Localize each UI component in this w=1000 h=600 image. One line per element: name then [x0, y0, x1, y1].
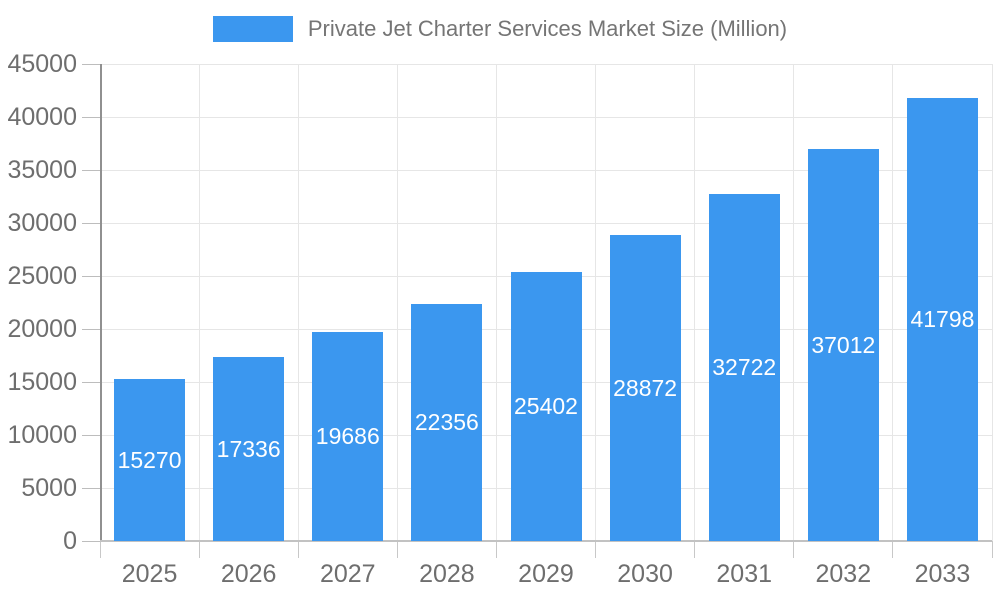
x-axis-tick [595, 541, 597, 558]
y-axis-tick-label: 10000 [7, 420, 77, 449]
bar[interactable]: 41798 [906, 98, 978, 541]
y-axis-tick-label: 0 [63, 526, 77, 555]
y-axis-tick [82, 328, 100, 330]
y-axis-tick-label: 20000 [7, 314, 77, 343]
y-axis-tick [82, 275, 100, 277]
bar-value-label: 15270 [117, 446, 182, 473]
bar[interactable]: 28872 [609, 235, 681, 541]
legend[interactable]: Private Jet Charter Services Market Size… [0, 16, 1000, 42]
x-axis-category-label: 2026 [220, 560, 277, 588]
x-axis-category-label: 2029 [518, 560, 574, 588]
bar[interactable]: 19686 [312, 332, 384, 541]
gridline-horizontal [100, 169, 992, 171]
x-axis-tick [991, 541, 993, 558]
x-axis-category-label: 2033 [914, 560, 971, 588]
y-axis-tick-label: 45000 [7, 49, 77, 78]
x-axis-line [100, 540, 992, 542]
x-axis-category-label: 2027 [319, 560, 376, 588]
gridline-vertical [198, 64, 200, 541]
y-axis-tick [82, 222, 100, 224]
bar-value-label: 28872 [613, 374, 678, 401]
bar[interactable]: 25402 [510, 272, 582, 541]
y-axis-tick-label: 25000 [7, 261, 77, 290]
x-axis-tick [99, 541, 101, 558]
bar-value-label: 32722 [712, 354, 777, 380]
bar[interactable]: 37012 [807, 149, 879, 541]
gridline-horizontal [100, 116, 992, 118]
bar-value-label: 25402 [514, 393, 578, 419]
x-axis-category-label: 2028 [419, 560, 475, 588]
y-axis-tick [82, 63, 100, 65]
plot-area: 0 5000 10000 15000 20000 25000 30000 35000 40000… [7, 51, 993, 587]
gridline-vertical [297, 64, 299, 541]
bar[interactable]: 22356 [411, 304, 483, 541]
x-axis-category-label: 2025 [121, 560, 178, 588]
bar-value-label: 22356 [414, 409, 479, 435]
x-axis-tick [892, 541, 894, 558]
gridline-vertical [793, 64, 795, 541]
gridline-horizontal [100, 222, 992, 224]
x-axis-tick [495, 541, 497, 558]
legend-label: Private Jet Charter Services Market Size… [307, 16, 788, 41]
y-axis-line [100, 64, 102, 541]
x-axis-tick [297, 541, 299, 558]
bar-value-label: 37012 [811, 331, 876, 358]
x-axis-category-label: 2031 [716, 560, 773, 588]
x-axis-category-label: 2030 [617, 560, 673, 588]
y-axis-tick [82, 169, 100, 171]
y-axis-tick [82, 116, 100, 118]
bar[interactable]: 32722 [708, 194, 780, 541]
x-axis-tick [396, 541, 398, 558]
y-axis-tick-label: 30000 [7, 208, 77, 237]
x-axis-tick [694, 541, 696, 558]
bar-value-label: 41798 [910, 306, 975, 332]
y-axis-tick [82, 540, 100, 542]
y-axis-tick [82, 487, 100, 489]
y-axis-tick [82, 381, 100, 383]
y-axis-tick-label: 15000 [7, 367, 77, 396]
gridline-vertical [991, 64, 993, 541]
gridline-vertical [396, 64, 398, 541]
y-axis-tick [82, 434, 100, 436]
x-axis-category-label: 2032 [815, 560, 872, 588]
gridline-horizontal [100, 63, 992, 65]
y-axis-tick-label: 40000 [7, 102, 77, 131]
bar-value-label: 19686 [315, 423, 380, 449]
x-axis-tick [198, 541, 200, 558]
y-axis-tick-label: 35000 [7, 155, 77, 184]
legend-swatch-icon [212, 16, 293, 42]
gridline-vertical [892, 64, 894, 541]
x-axis-tick [793, 541, 795, 558]
gridline-vertical [495, 64, 497, 541]
bar-value-label: 17336 [216, 435, 281, 462]
bar[interactable]: 15270 [114, 379, 186, 541]
bar[interactable]: 17336 [213, 357, 285, 541]
y-axis-tick-label: 5000 [21, 473, 77, 502]
gridline-vertical [694, 64, 696, 541]
gridline-vertical [595, 64, 597, 541]
